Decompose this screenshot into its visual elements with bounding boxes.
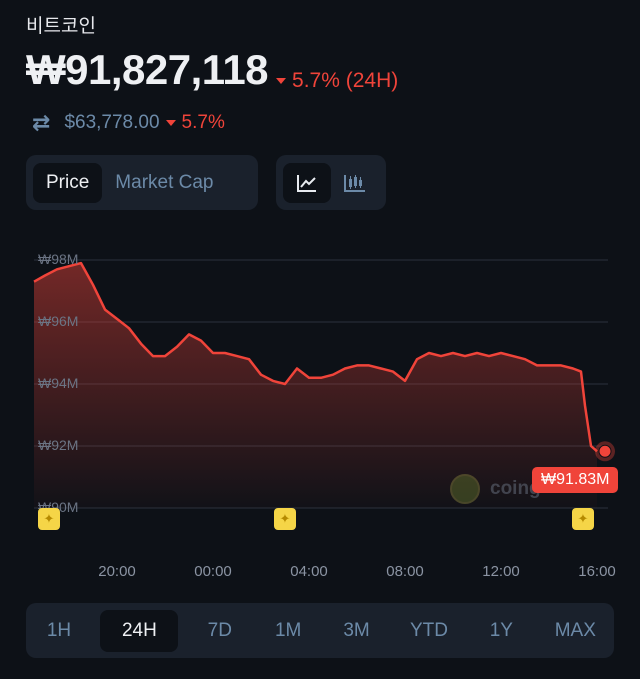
usd-change-text: 5.7% (181, 112, 225, 133)
chart-type-toggle (276, 155, 386, 210)
event-marker-icon[interactable]: ✦ (572, 508, 594, 530)
x-tick-label: 00:00 (194, 563, 232, 580)
x-tick-label: 04:00 (290, 563, 328, 580)
range-1h[interactable]: 1H (46, 619, 72, 641)
range-3m[interactable]: 3M (343, 619, 370, 641)
price-area-fill (34, 263, 597, 508)
line-chart-icon (297, 174, 316, 192)
range-1y[interactable]: 1Y (489, 619, 513, 641)
down-triangle-icon (165, 120, 176, 126)
y-tick-label: ₩96M (38, 313, 79, 329)
tab-price[interactable]: Price (33, 162, 103, 203)
candlestick-icon (344, 174, 365, 192)
candlestick-button[interactable] (331, 163, 379, 203)
y-tick-label: ₩92M (38, 437, 79, 453)
usd-row: ⇄ $63,778.00 5.7% (32, 110, 225, 136)
gecko-logo (450, 474, 480, 504)
x-tick-label: 12:00 (482, 563, 520, 580)
watermark-text: coing (490, 478, 541, 499)
time-range-selector: 1H 24H 7D 1M 3M YTD 1Y MAX (26, 603, 614, 658)
current-price-dot (598, 444, 612, 458)
x-tick-label: 16:00 (578, 563, 616, 580)
price-header: ₩91,827,118 5.7% (24H) (26, 46, 398, 94)
swap-arrows-icon[interactable]: ⇄ (32, 110, 51, 135)
range-ytd[interactable]: YTD (409, 619, 448, 641)
metric-toggle: Price Market Cap (26, 155, 258, 210)
event-marker-icon[interactable]: ✦ (38, 508, 60, 530)
tab-market-cap[interactable]: Market Cap (115, 171, 214, 193)
range-24h[interactable]: 24H (100, 609, 179, 652)
change-text: 5.7% (24H) (292, 69, 399, 92)
x-tick-label: 08:00 (386, 563, 424, 580)
coingecko-watermark: coing (450, 474, 541, 504)
current-price: ₩91,827,118 (26, 46, 269, 93)
coin-name: 비트코인 (26, 15, 96, 37)
y-tick-label: ₩98M (38, 251, 79, 267)
range-max[interactable]: MAX (554, 619, 596, 641)
range-7d[interactable]: 7D (207, 619, 232, 641)
current-price-label: ₩91.83M (532, 467, 619, 493)
y-tick-label: ₩94M (38, 375, 79, 391)
price-change-24h: 5.7% (24H) (276, 69, 398, 93)
event-marker-icon[interactable]: ✦ (274, 508, 296, 530)
x-tick-label: 20:00 (98, 563, 136, 580)
price-line (33, 261, 598, 453)
range-1m[interactable]: 1M (274, 619, 302, 641)
usd-price: $63,778.00 (64, 112, 160, 133)
price-chart[interactable] (0, 230, 640, 590)
line-chart-button[interactable] (283, 162, 331, 203)
down-triangle-icon (276, 78, 287, 84)
usd-change: 5.7% (165, 112, 225, 134)
